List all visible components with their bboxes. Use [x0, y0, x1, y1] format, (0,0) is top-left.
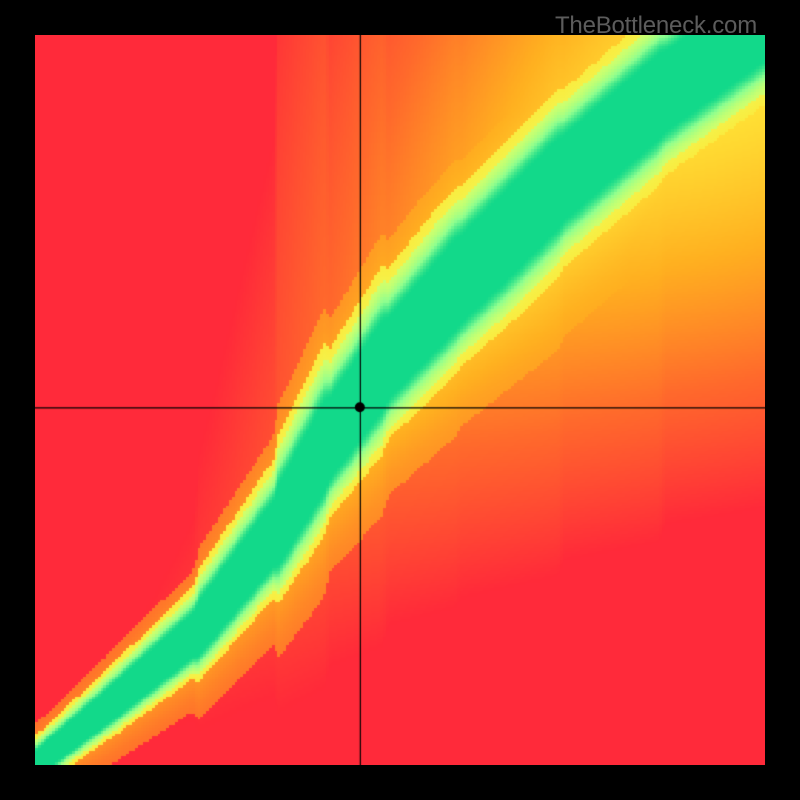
plot-area	[35, 35, 765, 765]
figure-root: TheBottleneck.com	[0, 0, 800, 800]
heatmap-canvas	[35, 35, 765, 765]
watermark-label: TheBottleneck.com	[555, 12, 757, 40]
